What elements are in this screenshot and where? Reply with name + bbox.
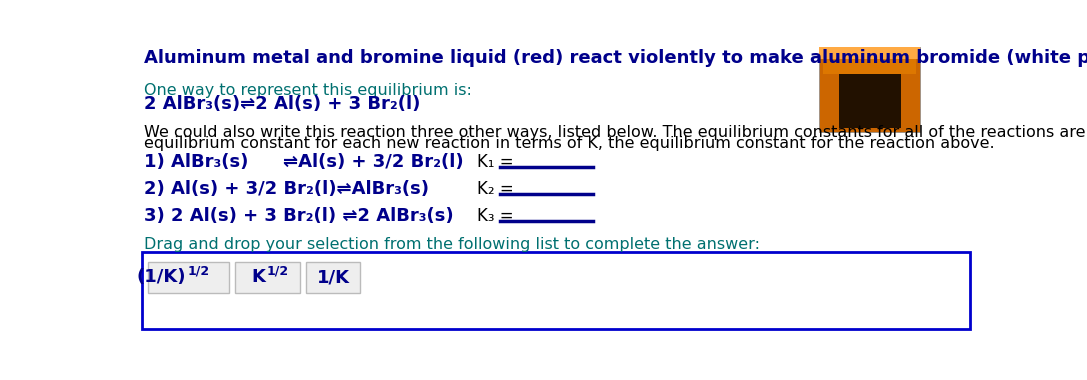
Text: (1/K): (1/K) [137,268,186,287]
Text: 2 AlBr₃(s)⇌2 Al(s) + 3 Br₂(l): 2 AlBr₃(s)⇌2 Al(s) + 3 Br₂(l) [143,95,420,113]
Text: 3) 2 Al(s) + 3 Br₂(l) ⇌2 AlBr₃(s): 3) 2 Al(s) + 3 Br₂(l) ⇌2 AlBr₃(s) [143,207,453,225]
FancyBboxPatch shape [142,252,970,329]
Text: K: K [251,268,265,287]
FancyBboxPatch shape [307,262,360,293]
Text: 2) Al(s) + 3/2 Br₂(l)⇌AlBr₃(s): 2) Al(s) + 3/2 Br₂(l)⇌AlBr₃(s) [143,180,428,198]
FancyBboxPatch shape [823,51,916,74]
Text: One way to represent this equilibrium is:: One way to represent this equilibrium is… [143,82,472,98]
FancyBboxPatch shape [235,262,300,293]
Text: K₂ =: K₂ = [477,180,514,198]
FancyBboxPatch shape [820,47,921,59]
FancyBboxPatch shape [839,66,901,128]
FancyBboxPatch shape [820,47,921,132]
FancyBboxPatch shape [148,262,229,293]
Text: 1/2: 1/2 [266,265,289,278]
Text: equilibrium constant for each new reaction in terms of K, the equilibrium consta: equilibrium constant for each new reacti… [143,136,995,152]
Text: 1/K: 1/K [316,268,350,287]
Text: Aluminum metal and bromine liquid (red) react violently to make aluminum bromide: Aluminum metal and bromine liquid (red) … [143,49,1087,68]
Text: Drag and drop your selection from the following list to complete the answer:: Drag and drop your selection from the fo… [143,237,760,252]
Text: K₃ =: K₃ = [477,207,513,225]
Text: 1/2: 1/2 [188,265,210,278]
Text: We could also write this reaction three other ways, listed below. The equilibriu: We could also write this reaction three … [143,125,1087,140]
Text: 1) AlBr₃(s): 1) AlBr₃(s) [143,154,248,171]
Text: ⇌Al(s) + 3/2 Br₂(l): ⇌Al(s) + 3/2 Br₂(l) [283,154,464,171]
Text: K₁ =: K₁ = [477,154,513,171]
